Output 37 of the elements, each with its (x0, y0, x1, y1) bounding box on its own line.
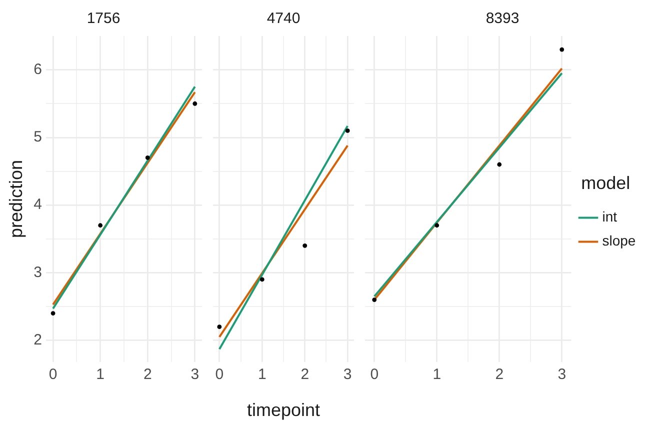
x-tick-label: 2 (143, 366, 152, 384)
point (50, 311, 56, 316)
x-tick-label: 1 (96, 366, 104, 384)
y-tick-label: 5 (34, 128, 42, 146)
point (98, 223, 103, 228)
chart-title: 4740 (266, 10, 300, 28)
point (560, 47, 564, 52)
point (260, 277, 264, 282)
y-tick-label: 4 (34, 196, 42, 214)
x-tick-label: 2 (495, 366, 504, 384)
point (302, 243, 308, 248)
point (192, 101, 198, 106)
legend-label: int (602, 208, 618, 225)
x-tick-label: 0 (48, 366, 58, 384)
point (497, 162, 502, 167)
y-tick-label: 3 (34, 264, 42, 281)
chart-title: 1756 (86, 10, 120, 28)
x-tick-label: 3 (190, 366, 200, 384)
x-tick-label: 3 (343, 366, 352, 384)
x-tick-label: 0 (370, 366, 379, 384)
point (372, 298, 377, 302)
chart-title: 8393 (486, 10, 520, 28)
y-axis-title: prediction (6, 160, 26, 238)
x-tick-label: 1 (258, 366, 266, 384)
point (145, 156, 150, 160)
x-tick-label: 3 (558, 366, 566, 384)
legend-label: slope (602, 232, 636, 249)
legend-title: model (581, 173, 630, 194)
point (217, 324, 222, 330)
x-axis-title: timepoint (246, 400, 320, 420)
y-tick-label: 2 (34, 331, 42, 348)
point (345, 128, 350, 133)
y-tick-label: 6 (34, 60, 42, 78)
x-tick-label: 1 (432, 366, 442, 384)
point (434, 223, 440, 228)
x-tick-label: 2 (300, 366, 310, 384)
x-tick-label: 0 (215, 366, 224, 384)
